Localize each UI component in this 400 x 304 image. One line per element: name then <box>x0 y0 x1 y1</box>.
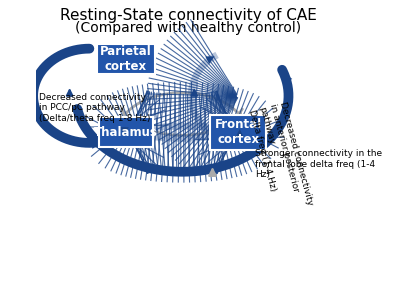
Text: Stronger connectivity in the
frontal lobe delta freq (1-4
Hz): Stronger connectivity in the frontal lob… <box>255 149 382 179</box>
Text: Parietal
cortex: Parietal cortex <box>100 45 152 73</box>
FancyBboxPatch shape <box>97 44 155 74</box>
FancyBboxPatch shape <box>210 115 266 150</box>
Text: Decreased connectivity
in anterior posterior
pathway
Delta freq (1-4 Hz): Decreased connectivity in anterior poste… <box>248 100 314 214</box>
Text: Decreased connectivity
in PCC/pC pathway
(Delta/theta freq 1-8 Hz): Decreased connectivity in PCC/pC pathway… <box>39 93 151 123</box>
FancyBboxPatch shape <box>99 117 153 147</box>
Text: Resting-State connectivity of CAE: Resting-State connectivity of CAE <box>60 8 317 22</box>
Text: Thalamus: Thalamus <box>94 126 158 139</box>
Text: Frontal
cortex: Frontal cortex <box>215 118 262 146</box>
Text: (Compared with healthy control): (Compared with healthy control) <box>75 21 301 35</box>
